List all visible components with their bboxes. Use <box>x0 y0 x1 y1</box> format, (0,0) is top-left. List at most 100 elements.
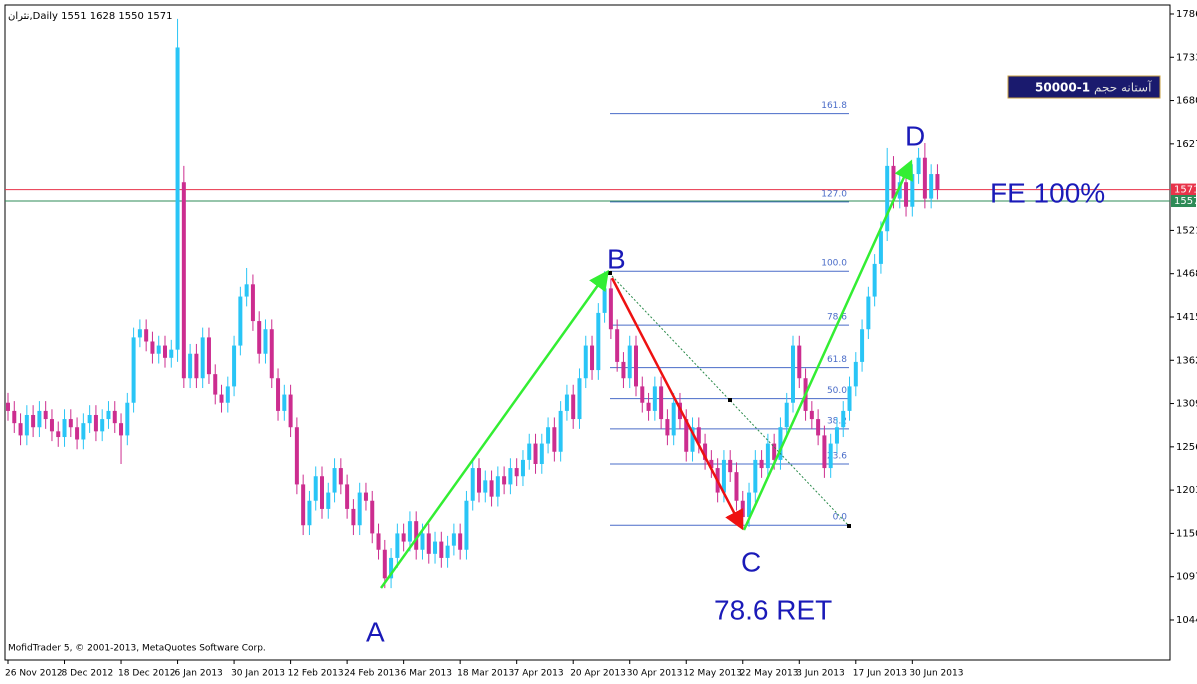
x-tick-label: 12 May 2013 <box>683 669 742 679</box>
candle-body <box>659 386 664 420</box>
candle-body <box>395 533 400 558</box>
candle-body <box>288 394 293 428</box>
x-tick-label: 6 Jan 2013 <box>175 669 223 679</box>
candle-body <box>470 468 475 501</box>
y-tick-label: 1468 <box>1176 269 1197 280</box>
arrow-bc <box>610 277 744 531</box>
candle-body <box>150 341 155 354</box>
candle-body <box>68 419 73 428</box>
price-tag-label: 1571 <box>1174 185 1197 196</box>
y-tick-label: 1150 <box>1176 528 1197 539</box>
y-tick-label: 1256 <box>1176 442 1197 453</box>
x-tick-label: 7 Apr 2013 <box>514 669 564 679</box>
candle-body <box>590 345 595 371</box>
fib-label: 78.6 <box>827 313 847 323</box>
candle-body <box>841 410 846 428</box>
candle-body <box>420 533 425 550</box>
fib-label: 0.0 <box>833 513 848 523</box>
candle-body <box>508 468 513 485</box>
anchor <box>608 271 612 275</box>
x-tick-label: 24 Feb 2013 <box>344 669 400 679</box>
fib-label: 61.8 <box>827 355 847 365</box>
arrow-cd <box>742 159 913 531</box>
candle-body <box>552 427 557 452</box>
candle-body <box>12 410 17 424</box>
x-tick-label: 18 Mar 2013 <box>457 669 514 679</box>
candle-body <box>206 337 211 375</box>
candle-body <box>866 296 871 330</box>
candle-body <box>370 500 375 534</box>
candle-body <box>181 182 186 379</box>
candle-body <box>671 402 676 436</box>
candle-body <box>520 459 525 477</box>
candle-body <box>621 361 626 379</box>
candle-body <box>929 174 934 199</box>
candle-body <box>244 284 249 297</box>
y-tick-label: 1309 <box>1176 399 1197 410</box>
candle-body <box>376 533 381 550</box>
candle-body <box>728 459 733 473</box>
candle-body <box>200 337 205 379</box>
candle-body <box>6 402 10 411</box>
candle-body <box>860 329 865 362</box>
candle-body <box>564 394 569 411</box>
candle-body <box>276 378 281 411</box>
candle-body <box>458 533 463 550</box>
candle-body <box>872 263 877 297</box>
candle-body <box>847 386 852 411</box>
x-tick-label: 30 Jun 2013 <box>909 669 963 679</box>
anchor <box>728 398 732 402</box>
candle-body <box>828 443 833 469</box>
candle-body <box>615 329 620 362</box>
arrow-ab <box>379 269 609 589</box>
candle-body <box>878 231 883 264</box>
candle-body <box>250 284 255 322</box>
candle-body <box>269 329 274 379</box>
info-label: آستانه حجم <box>1094 80 1152 95</box>
candle-body <box>646 402 651 411</box>
candle-body <box>778 427 783 460</box>
candle-body <box>213 374 218 395</box>
fib-label: 100.0 <box>821 259 847 269</box>
candle-body <box>257 321 262 354</box>
candle-body <box>740 500 745 518</box>
x-tick-label: 20 Apr 2013 <box>570 669 626 679</box>
candle-body <box>188 353 193 379</box>
candle-body <box>885 165 890 232</box>
candle-body <box>320 476 324 509</box>
candle-body <box>665 419 670 436</box>
candle-body <box>307 500 312 526</box>
candle-body <box>382 549 387 579</box>
candle-body <box>445 545 450 558</box>
candle-body <box>294 427 299 485</box>
candle-body <box>709 459 714 469</box>
candle-body <box>163 345 167 358</box>
candle-body <box>225 386 230 403</box>
y-tick-label: 1044 <box>1176 615 1197 626</box>
candle-body <box>93 414 98 432</box>
x-tick-label: 30 Jan 2013 <box>231 669 285 679</box>
candle-body <box>652 386 657 411</box>
candle-body <box>891 165 896 199</box>
candle-body <box>426 533 431 554</box>
candle-body <box>583 345 588 379</box>
candle-body <box>75 427 80 440</box>
candle-body <box>791 345 795 403</box>
y-tick-label: 1203 <box>1176 485 1197 496</box>
candle-body <box>87 414 92 424</box>
annotation: 78.6 RET <box>714 594 832 625</box>
x-tick-label: 18 Dec 2012 <box>118 669 176 679</box>
candle-body <box>282 394 287 411</box>
candle-body <box>809 410 814 420</box>
x-tick-label: 6 Mar 2013 <box>401 669 452 679</box>
candle-body <box>753 459 758 493</box>
candle-body <box>477 468 481 493</box>
candle-body <box>721 459 726 493</box>
fib-label: 161.8 <box>821 101 847 111</box>
info-box <box>1007 75 1161 99</box>
candle-body <box>640 386 645 403</box>
candle-body <box>194 353 199 379</box>
candle-body <box>24 414 29 436</box>
candle-body <box>313 476 318 501</box>
candle-body <box>106 410 111 420</box>
